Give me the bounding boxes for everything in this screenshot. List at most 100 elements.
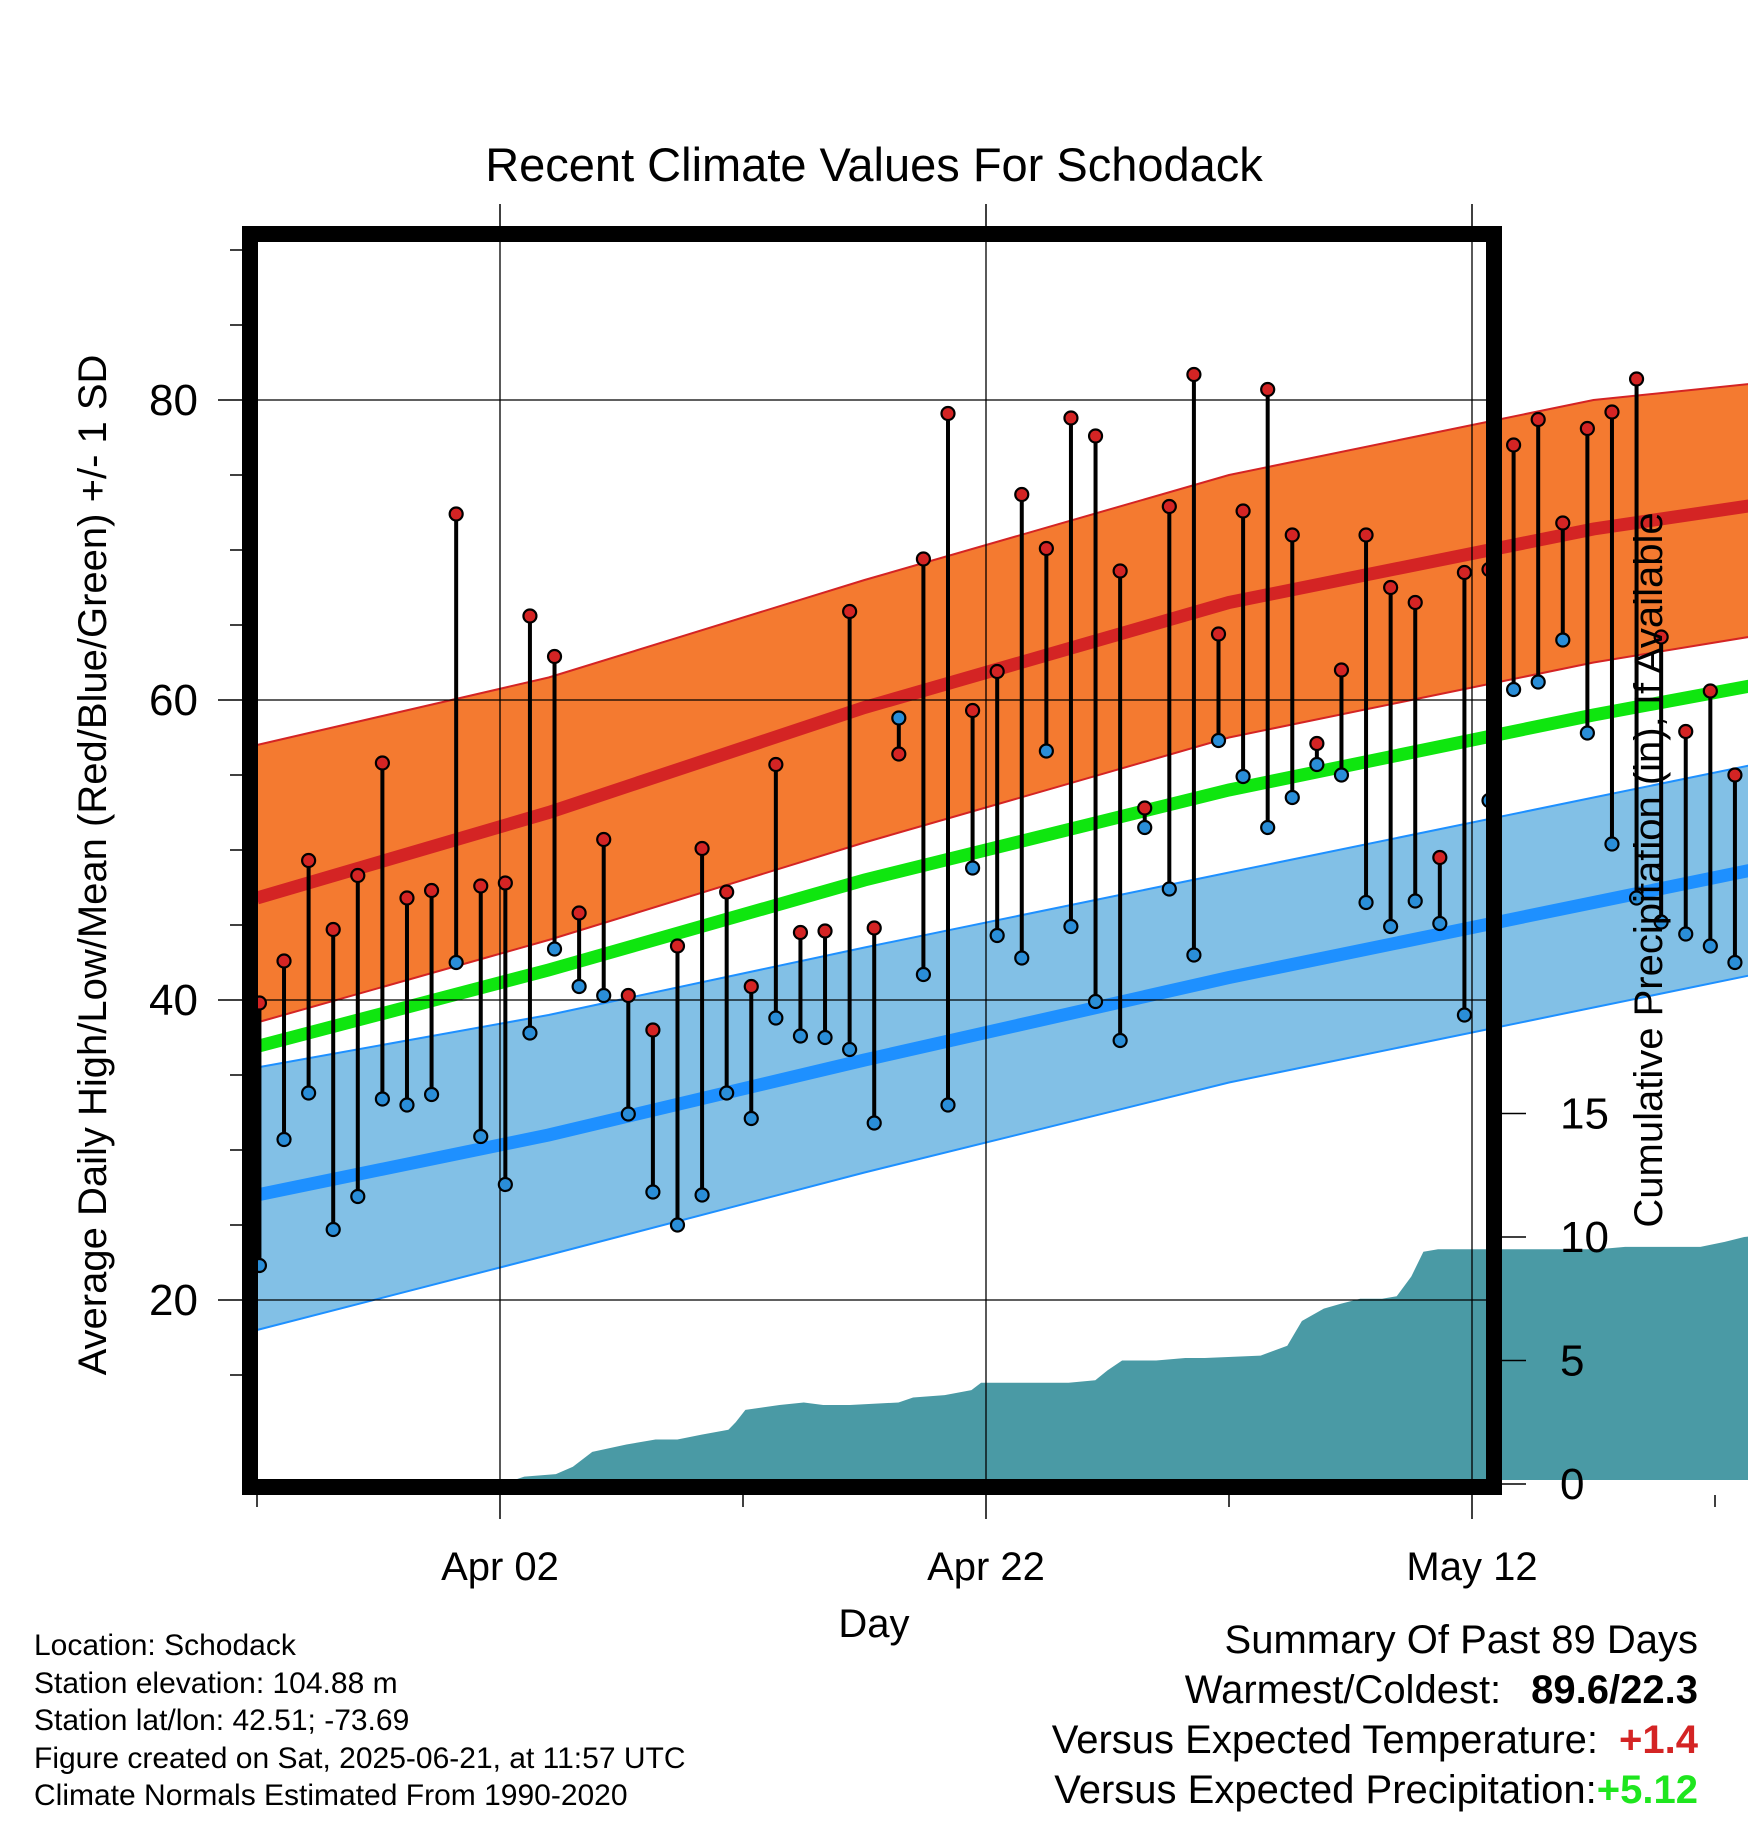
daily-low-point bbox=[1014, 950, 1030, 966]
daily-low-point bbox=[1358, 894, 1374, 911]
low-sd-upper-edge bbox=[256, 764, 1748, 1069]
daily-high-point bbox=[620, 987, 636, 1004]
daily-low-point bbox=[1235, 768, 1251, 785]
daily-high-point bbox=[1407, 594, 1423, 611]
temp-row: Versus Expected Temperature: +1.4 bbox=[1052, 1715, 1698, 1765]
daily-low-point bbox=[1604, 836, 1620, 852]
daily-high-point bbox=[1333, 662, 1350, 678]
daily-low-point bbox=[669, 1217, 686, 1233]
low-sd-lower-edge bbox=[256, 974, 1748, 1331]
daily-high-point bbox=[350, 867, 366, 884]
daily-low-point bbox=[1284, 789, 1300, 806]
temp-label: Versus Expected Temperature: bbox=[1051, 1718, 1598, 1762]
daily-high-point bbox=[1309, 735, 1325, 752]
daily-low-point bbox=[1161, 881, 1177, 897]
daily-high-point bbox=[1530, 411, 1546, 428]
daily-high-point bbox=[546, 648, 563, 665]
daily-high-point bbox=[596, 831, 612, 848]
daily-low-point bbox=[1628, 890, 1645, 906]
x-tick-label: Apr 02 bbox=[441, 1545, 559, 1589]
daily-low-point bbox=[596, 987, 612, 1004]
latlon-text: Station lat/lon: 42.51; -73.69 bbox=[34, 1704, 410, 1737]
daily-low-point bbox=[866, 1115, 882, 1131]
daily-high-point bbox=[1456, 564, 1473, 581]
temp-value: +1.4 bbox=[1619, 1718, 1698, 1762]
daily-low-point bbox=[817, 1029, 833, 1046]
daily-high-point bbox=[1186, 366, 1202, 383]
x-tick-label: May 12 bbox=[1406, 1545, 1537, 1589]
daily-low-point bbox=[1653, 914, 1669, 930]
y2-tick-label: 15 bbox=[1560, 1090, 1609, 1139]
daily-low-point bbox=[1727, 954, 1743, 971]
daily-low-point bbox=[423, 1086, 440, 1103]
daily-low-point bbox=[1186, 947, 1202, 963]
daily-low-point bbox=[276, 1131, 292, 1148]
daily-low-point bbox=[1407, 893, 1423, 909]
daily-low-point bbox=[522, 1025, 538, 1041]
x-tick-label: Apr 22 bbox=[927, 1545, 1045, 1589]
normal-bands bbox=[255, 383, 1748, 1331]
daily-low-point bbox=[301, 1085, 317, 1101]
y2-tick-label: 5 bbox=[1560, 1337, 1584, 1386]
y-axis-label: Average Daily High/Low/Mean (Red/Blue/Gr… bbox=[71, 355, 115, 1376]
daily-low-point bbox=[1555, 632, 1571, 648]
daily-high-point bbox=[694, 840, 710, 857]
daily-low-point bbox=[448, 954, 464, 971]
daily-low-point bbox=[645, 1184, 661, 1200]
daily-high-point bbox=[1727, 767, 1743, 783]
plot-frame bbox=[242, 226, 1502, 1495]
daily-high-point bbox=[374, 755, 390, 771]
normal-high-line bbox=[255, 499, 1748, 905]
daily-high-point bbox=[842, 603, 858, 620]
warmest-coldest-row: Warmest/Coldest: 89.6/22.3 bbox=[1052, 1665, 1698, 1715]
daily-low-point bbox=[571, 978, 587, 995]
y2-axis-label: Cumulative Precipitation (in), If Availa… bbox=[1627, 512, 1671, 1227]
high-sd-band bbox=[257, 384, 1748, 1023]
daily-low-point bbox=[964, 860, 981, 876]
normal-low-line bbox=[255, 864, 1748, 1202]
daily-high-point bbox=[719, 884, 735, 900]
daily-high-point bbox=[1038, 540, 1054, 557]
precipitation-area bbox=[257, 1236, 1748, 1484]
chart-title: Recent Climate Values For Schodack bbox=[485, 138, 1263, 191]
daily-low-point bbox=[1137, 819, 1153, 836]
daily-low-point bbox=[374, 1091, 390, 1107]
daily-low-point bbox=[546, 941, 563, 957]
daily-low-point bbox=[694, 1187, 710, 1203]
plot-border bbox=[242, 226, 1502, 1495]
precip-row: Versus Expected Precipitation:+5.12 bbox=[1052, 1765, 1698, 1815]
daily-high-point bbox=[940, 405, 956, 422]
daily-low-point bbox=[473, 1128, 489, 1145]
y-tick-label: 40 bbox=[149, 976, 198, 1025]
daily-high-point bbox=[817, 923, 833, 939]
daily-high-point bbox=[522, 608, 538, 624]
daily-low-point bbox=[325, 1221, 341, 1238]
precip-value: +5.12 bbox=[1596, 1768, 1698, 1812]
y2-tick-label: 10 bbox=[1560, 1213, 1609, 1262]
y-tick-label: 20 bbox=[149, 1276, 198, 1325]
daily-low-point bbox=[1210, 732, 1227, 749]
daily-low-point bbox=[792, 1028, 809, 1044]
daily-low-point bbox=[1309, 756, 1325, 773]
daily-high-point bbox=[1555, 515, 1571, 531]
daily-high-point bbox=[301, 852, 317, 869]
plot-area bbox=[251, 241, 1748, 1484]
daily-high-point bbox=[1063, 410, 1079, 426]
daily-high-point bbox=[1210, 626, 1227, 642]
daily-high-point bbox=[325, 921, 341, 938]
daily-points bbox=[251, 366, 1743, 1274]
daily-high-point bbox=[1702, 683, 1718, 699]
daily-low-point bbox=[1383, 918, 1399, 935]
daily-high-point bbox=[743, 978, 759, 995]
daily-low-point bbox=[1112, 1032, 1128, 1049]
daily-high-point bbox=[645, 1022, 661, 1038]
daily-low-point bbox=[989, 927, 1005, 944]
daily-high-point bbox=[1579, 420, 1595, 437]
daily-low-point bbox=[842, 1041, 858, 1058]
daily-low-point bbox=[620, 1106, 636, 1122]
daily-high-point bbox=[276, 953, 292, 969]
location-text: Location: Schodack bbox=[34, 1629, 296, 1662]
daily-high-point bbox=[1628, 371, 1645, 387]
daily-high-point bbox=[1137, 800, 1153, 816]
daily-high-point bbox=[1506, 437, 1522, 453]
